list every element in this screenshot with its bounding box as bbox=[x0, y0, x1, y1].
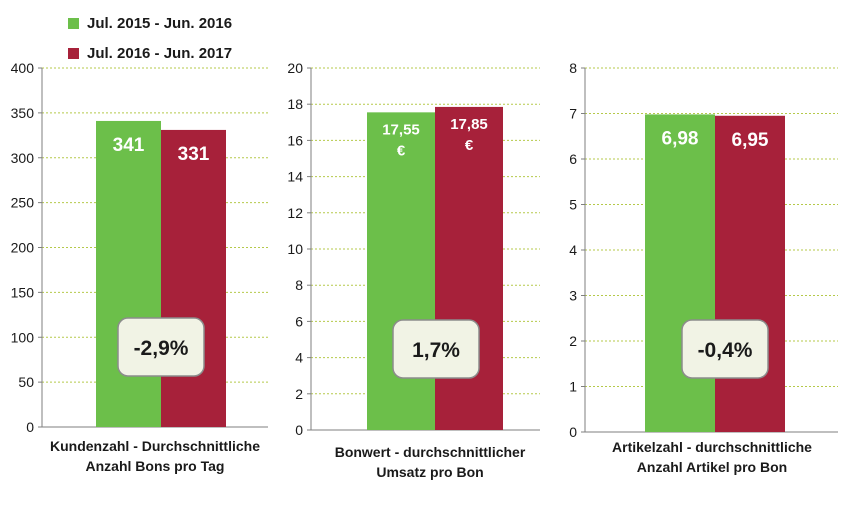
y-tick-label: 6 bbox=[569, 151, 577, 167]
y-tick-label: 4 bbox=[295, 350, 303, 366]
bar-value-label: 6,98 bbox=[662, 128, 699, 149]
y-tick-label: 0 bbox=[295, 422, 303, 438]
y-tick-label: 5 bbox=[569, 197, 577, 213]
chart-legend: Jul. 2015 - Jun. 2016 Jul. 2016 - Jun. 2… bbox=[68, 8, 232, 68]
change-badge-label: -2,9% bbox=[134, 337, 189, 360]
bar-2015-2016 bbox=[367, 112, 435, 430]
y-tick-label: 200 bbox=[11, 240, 35, 256]
y-tick-label: 20 bbox=[287, 60, 303, 76]
legend-label: Jul. 2016 - Jun. 2017 bbox=[87, 44, 233, 62]
y-tick-label: 6 bbox=[295, 313, 303, 329]
y-tick-label: 250 bbox=[11, 195, 35, 211]
y-tick-label: 300 bbox=[11, 150, 35, 166]
x-axis-label: Umsatz pro Bon bbox=[376, 464, 483, 480]
y-tick-label: 3 bbox=[569, 288, 577, 304]
legend-item-2016-2017: Jul. 2016 - Jun. 2017 bbox=[68, 38, 232, 68]
y-tick-label: 12 bbox=[287, 205, 303, 221]
x-axis-label: Artikelzahl - durchschnittliche bbox=[612, 439, 812, 455]
y-tick-label: 0 bbox=[569, 424, 577, 440]
change-badge-label: -0,4% bbox=[698, 339, 753, 362]
bar-value-label: 331 bbox=[178, 144, 210, 165]
y-tick-label: 16 bbox=[287, 132, 303, 148]
y-tick-label: 10 bbox=[287, 241, 303, 257]
y-tick-label: 1 bbox=[569, 379, 577, 395]
y-tick-label: 2 bbox=[569, 333, 577, 349]
y-tick-label: 400 bbox=[11, 60, 35, 76]
y-tick-label: 100 bbox=[11, 329, 35, 345]
y-tick-label: 0 bbox=[26, 419, 34, 435]
bar-value-label: € bbox=[465, 137, 474, 154]
y-tick-label: 8 bbox=[295, 277, 303, 293]
x-axis-label: Kundenzahl - Durchschnittliche bbox=[50, 438, 260, 454]
x-axis-label: Bonwert - durchschnittlicher bbox=[335, 444, 526, 460]
bar-value-label: 17,55 bbox=[382, 121, 420, 138]
legend-swatch-green bbox=[68, 17, 79, 29]
bar-2016-2017 bbox=[435, 106, 503, 430]
y-tick-label: 150 bbox=[11, 284, 35, 300]
x-axis-label: Anzahl Bons pro Tag bbox=[86, 458, 225, 474]
bar-value-label: 6,95 bbox=[732, 130, 769, 151]
x-axis-label: Anzahl Artikel pro Bon bbox=[637, 459, 787, 475]
change-badge bbox=[681, 319, 769, 379]
change-badge bbox=[117, 317, 205, 377]
bar-value-label: 341 bbox=[113, 135, 145, 156]
y-tick-label: 8 bbox=[569, 60, 577, 76]
chart-panel-1: 0 50 100 150 200 250 300 350 400 341 331 -2,9% Kunde… bbox=[11, 60, 268, 474]
legend-label: Jul. 2015 - Jun. 2016 bbox=[87, 14, 233, 32]
y-tick-label: 7 bbox=[569, 106, 577, 122]
legend-item-2015-2016: Jul. 2015 - Jun. 2016 bbox=[68, 8, 232, 38]
y-tick-label: 18 bbox=[287, 96, 303, 112]
bar-2016-2017 bbox=[715, 115, 785, 433]
bar-value-label: 17,85 bbox=[450, 116, 488, 133]
bar-2016-2017 bbox=[161, 129, 226, 428]
y-tick-label: 50 bbox=[18, 374, 34, 390]
y-tick-label: 4 bbox=[569, 242, 577, 258]
change-badge bbox=[392, 319, 480, 379]
bar-value-label: € bbox=[397, 142, 406, 159]
legend-swatch-red bbox=[68, 47, 79, 59]
bar-2015-2016 bbox=[645, 114, 715, 432]
y-tick-label: 2 bbox=[295, 386, 303, 402]
y-tick-label: 350 bbox=[11, 105, 35, 121]
chart-panel-3: 0 1 2 3 4 5 6 7 8 6,98 6,95 -0,4% Artikelzahl - durc… bbox=[569, 60, 838, 475]
change-badge-label: 1,7% bbox=[412, 339, 460, 362]
y-tick-label: 14 bbox=[287, 169, 303, 185]
chart-panel-2: 0 2 4 6 8 10 12 14 16 18 20 17,55 €17,85 €1,7% Bonwert… bbox=[287, 60, 540, 480]
bar-2015-2016 bbox=[96, 120, 161, 427]
